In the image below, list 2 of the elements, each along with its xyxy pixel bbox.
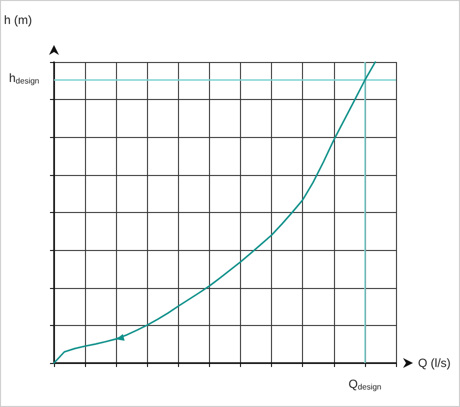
- x-axis-title: Q (l/s): [418, 356, 451, 370]
- y-axis-title: h (m): [4, 13, 32, 27]
